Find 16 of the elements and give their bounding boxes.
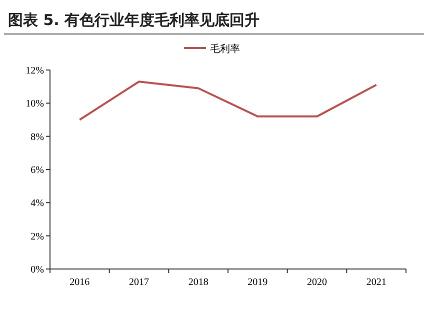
x-tick-label: 2016	[70, 277, 90, 288]
x-tick-label: 2018	[188, 277, 208, 288]
x-tick-label: 2020	[307, 277, 327, 288]
line-series	[78, 80, 378, 121]
legend-label: 毛利率	[210, 43, 240, 55]
x-tick-label: 2019	[248, 277, 268, 288]
y-tick-label: 2%	[30, 231, 44, 242]
y-tick-label: 0%	[30, 264, 44, 276]
chart-title: 图表 5. 有色行业年度毛利率见底回升	[8, 11, 260, 29]
y-tick-label: 8%	[30, 132, 44, 143]
y-tick-label: 12%	[26, 66, 44, 76]
x-tick-label: 2021	[366, 277, 386, 288]
y-tick-label: 10%	[26, 98, 44, 110]
y-tick-label: 4%	[30, 198, 44, 210]
y-tick-label: 6%	[30, 165, 44, 176]
x-tick-label: 2017	[129, 277, 149, 288]
